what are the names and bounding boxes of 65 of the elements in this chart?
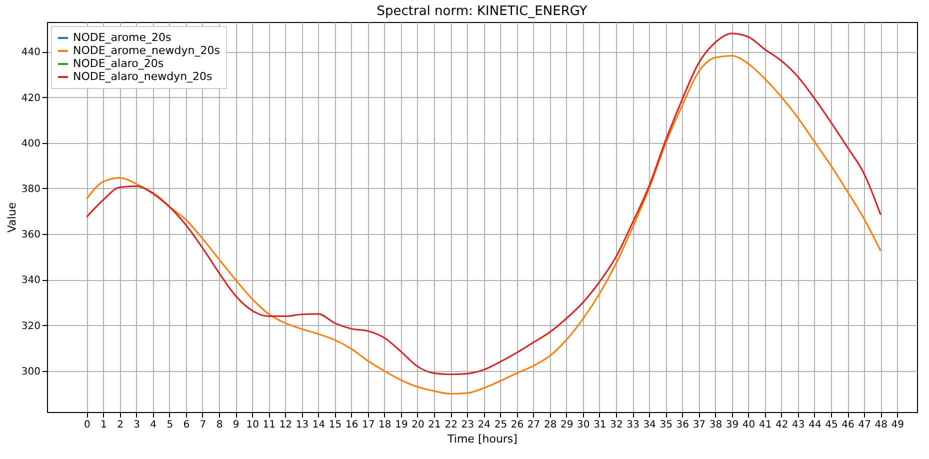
x-tick-label: 9 <box>232 420 240 430</box>
x-tick-label: 20 <box>412 420 424 430</box>
x-tick-label: 48 <box>874 420 888 430</box>
x-tick-label: 28 <box>544 420 557 430</box>
x-tick-label: 4 <box>150 420 157 430</box>
x-tick-label: 10 <box>246 420 259 430</box>
x-axis-title: Time [hours] <box>446 432 518 446</box>
y-tick-label: 420 <box>21 92 40 104</box>
x-tick-label: 38 <box>709 420 722 430</box>
x-tick-label: 21 <box>428 420 441 430</box>
legend-label: NODE_arome_20s <box>73 31 172 44</box>
x-tick-label: 5 <box>166 420 174 430</box>
x-tick-label: 42 <box>776 420 788 430</box>
x-tick-label: 44 <box>808 420 822 430</box>
x-tick-label: 11 <box>262 420 276 430</box>
y-tick-label: 320 <box>21 320 40 332</box>
x-tick-label: 39 <box>726 420 739 430</box>
x-tick-label: 49 <box>891 420 904 430</box>
x-tick-label: 40 <box>742 420 756 430</box>
legend-label: NODE_arome_newdyn_20s <box>73 44 220 57</box>
y-tick-label: 300 <box>21 366 40 378</box>
y-tick-label: 340 <box>21 275 40 286</box>
y-tick-label: 360 <box>21 230 40 241</box>
x-tick-label: 24 <box>478 420 491 430</box>
x-tick-label: 33 <box>626 420 640 430</box>
legend-label: NODE_alaro_20s <box>73 57 164 70</box>
x-tick-label: 45 <box>825 420 838 430</box>
x-tick-label: 46 <box>842 420 854 430</box>
x-tick-label: 7 <box>200 420 206 430</box>
x-tick-label: 1 <box>100 420 107 430</box>
y-tick-label: 440 <box>21 47 40 58</box>
x-tick-label: 25 <box>494 420 508 430</box>
y-tick-label: 380 <box>21 184 40 195</box>
x-tick-label: 31 <box>594 420 606 430</box>
x-tick-label: 8 <box>216 420 223 430</box>
x-tick-label: 34 <box>643 420 656 430</box>
x-tick-label: 13 <box>296 420 309 430</box>
x-tick-label: 16 <box>345 420 358 430</box>
x-tick-label: 6 <box>183 420 190 430</box>
y-axis-title: Value <box>5 202 18 233</box>
x-tick-label: 26 <box>510 420 524 430</box>
x-tick-label: 2 <box>117 420 124 430</box>
chart-title: Spectral norm: KINETIC_ENERGY <box>376 4 588 19</box>
x-tick-label: 32 <box>610 420 623 430</box>
y-tick-label: 400 <box>21 138 40 150</box>
x-tick-label: 30 <box>577 420 590 430</box>
x-tick-label: 35 <box>660 420 672 430</box>
x-tick-label: 12 <box>279 420 292 430</box>
x-tick-label: 3 <box>134 420 140 430</box>
x-tick-label: 0 <box>84 420 90 430</box>
x-tick-label: 14 <box>312 420 326 430</box>
x-tick-label: 19 <box>395 420 408 430</box>
x-tick-label: 41 <box>758 420 772 430</box>
x-tick-label: 37 <box>692 420 706 430</box>
x-tick-label: 22 <box>444 420 458 430</box>
x-tick-label: 43 <box>792 420 805 430</box>
x-tick-label: 29 <box>560 420 574 430</box>
legend-label: NODE_alaro_newdyn_20s <box>73 70 213 83</box>
x-tick-label: 27 <box>527 420 540 430</box>
x-tick-label: 15 <box>328 420 342 430</box>
x-tick-label: 36 <box>676 420 689 430</box>
x-tick-label: 17 <box>362 420 375 430</box>
x-tick-label: 47 <box>858 420 871 430</box>
x-tick-label: 18 <box>378 420 392 430</box>
x-tick-label: 23 <box>461 420 474 430</box>
